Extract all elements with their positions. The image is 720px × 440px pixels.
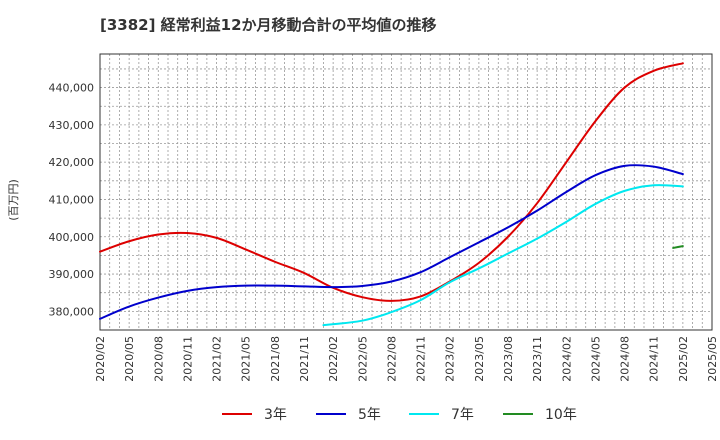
x-tick-label: 2020/11 [181, 336, 194, 382]
x-tick-label: 2024/02 [560, 336, 573, 382]
chart-title: [3382] 経常利益12か月移動合計の平均値の推移 [100, 16, 437, 34]
legend-label: 7年 [451, 407, 474, 423]
x-tick-label: 2020/08 [152, 336, 165, 382]
x-tick-label: 2020/05 [123, 336, 136, 382]
legend: 3年 5年 7年 10年 [222, 407, 577, 423]
legend-label: 10年 [545, 407, 577, 423]
y-tick-label: 400,000 [49, 231, 95, 244]
y-tick-label: 430,000 [49, 119, 95, 132]
series-line-1 [99, 62, 684, 302]
grid [99, 54, 713, 331]
y-tick-label: 410,000 [49, 193, 95, 206]
y-axis-label: (百万円) [7, 179, 20, 221]
x-tick-label: 2022/05 [356, 336, 369, 382]
x-tick-label: 2023/02 [444, 336, 457, 382]
x-tick-label: 2023/05 [473, 336, 486, 382]
legend-label: 5年 [358, 407, 381, 423]
series-lines [99, 62, 684, 327]
series-line-2 [99, 164, 684, 320]
x-tick-label: 2021/11 [298, 336, 311, 382]
x-tick-label: 2024/05 [589, 336, 602, 382]
x-tick-label: 2021/08 [269, 336, 282, 382]
legend-label: 3年 [264, 407, 287, 423]
y-tick-label: 390,000 [49, 268, 95, 281]
x-tick-label: 2024/08 [619, 336, 632, 382]
x-tick-label: 2020/02 [94, 336, 107, 382]
y-axis-ticks: 380,000 390,000 400,000 410,000 420,000 430,0… [49, 82, 95, 319]
x-tick-label: 2023/11 [531, 336, 544, 382]
series-line-4 [672, 245, 684, 249]
x-tick-label: 2023/08 [502, 336, 515, 382]
x-tick-label: 2021/05 [240, 336, 253, 382]
series-line-3 [322, 184, 684, 327]
x-tick-label: 2022/02 [327, 336, 340, 382]
x-axis-ticks: 2020/02 2020/05 2020/08 2020/11 2021/02 2021/… [94, 336, 719, 382]
x-tick-label: 2025/02 [677, 336, 690, 382]
x-tick-label: 2021/02 [211, 336, 224, 382]
x-tick-label: 2022/11 [415, 336, 428, 382]
x-tick-label: 2022/08 [385, 336, 398, 382]
y-tick-label: 380,000 [49, 305, 95, 318]
y-tick-label: 440,000 [49, 82, 95, 95]
y-tick-label: 420,000 [49, 156, 95, 169]
plot-frame [99, 53, 713, 331]
x-tick-label: 2024/11 [648, 336, 661, 382]
x-tick-label: 2025/05 [706, 336, 719, 382]
